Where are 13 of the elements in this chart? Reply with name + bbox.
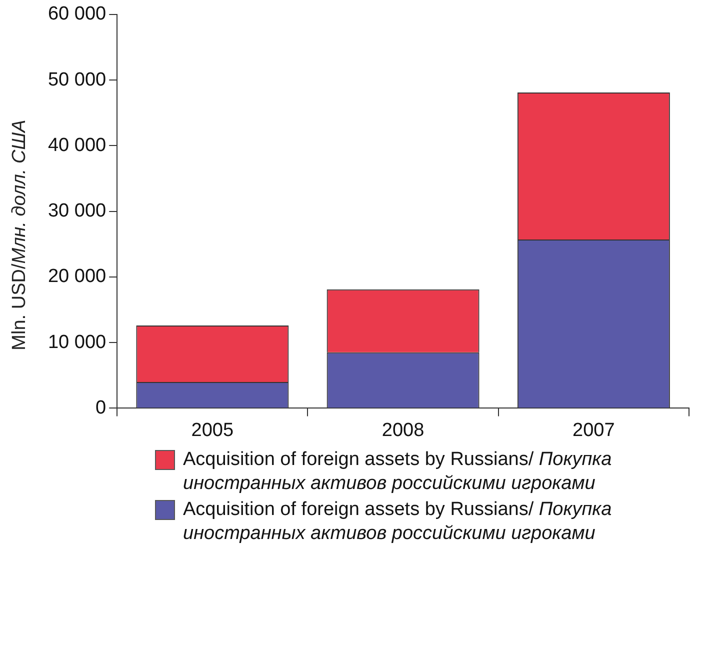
y-tick-label: 10 000 (48, 332, 106, 353)
y-tick-label: 30 000 (48, 200, 106, 222)
y-tick-label: 0 (96, 397, 106, 418)
x-tick-label: 2005 (191, 420, 234, 441)
y-tick-label: 60 000 (48, 4, 106, 25)
legend-label: Acquisition of foreign assets by Russians/ Покупка иностранных активов российскими игроками (183, 498, 613, 546)
legend-label: Acquisition of foreign assets by Russians/ Покупка иностранных активов российскими игроками (183, 448, 613, 496)
y-tick-label: 20 000 (48, 266, 106, 288)
x-tick-label: 2008 (382, 420, 424, 441)
x-tick-label: 2007 (572, 420, 615, 441)
y-tick-label: 50 000 (48, 69, 106, 90)
y-tick-label: 40 000 (48, 134, 106, 156)
y-axis-title: Mln. USD/Млн. долл. США (9, 120, 31, 350)
